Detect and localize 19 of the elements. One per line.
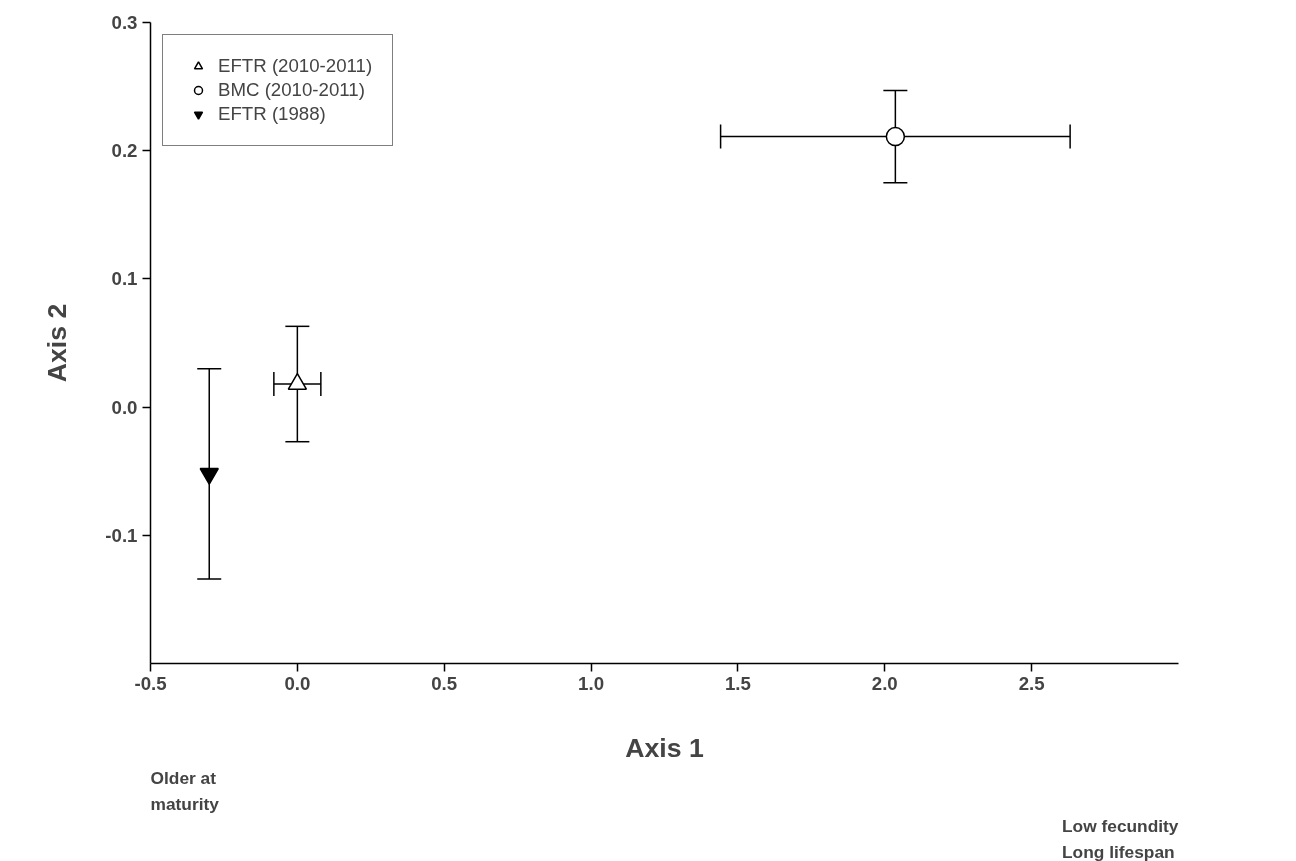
x-tick-label: 0.5 xyxy=(431,672,458,694)
y-tick-label: 0.3 xyxy=(111,12,138,33)
x-tick-label: -0.5 xyxy=(134,672,167,694)
y-tick-label: 0.2 xyxy=(111,140,138,162)
text: Low fecundity Long lifespan xyxy=(1062,815,1179,861)
legend-label: EFTR (2010-2011) xyxy=(218,55,373,77)
y-tick-label: -0.1 xyxy=(105,524,138,546)
legend-label: EFTR (1988) xyxy=(218,103,326,125)
text: Older at maturity xyxy=(150,767,220,814)
y-axis-title: Axis 2 xyxy=(42,303,73,383)
x-tick-label: 1.0 xyxy=(578,672,605,694)
legend-label: BMC (2010-2011) xyxy=(218,79,365,101)
x-tick-label: 1.5 xyxy=(724,672,751,694)
x-tick-label: 2.5 xyxy=(1018,672,1045,694)
x-tick-label: 0.0 xyxy=(284,672,311,694)
y-tick-label: 0.0 xyxy=(111,396,138,418)
y-tick-label: 0.1 xyxy=(111,268,138,290)
x-tick-label: 2.0 xyxy=(871,672,898,694)
x-axis-title: Axis 1 xyxy=(625,732,704,763)
